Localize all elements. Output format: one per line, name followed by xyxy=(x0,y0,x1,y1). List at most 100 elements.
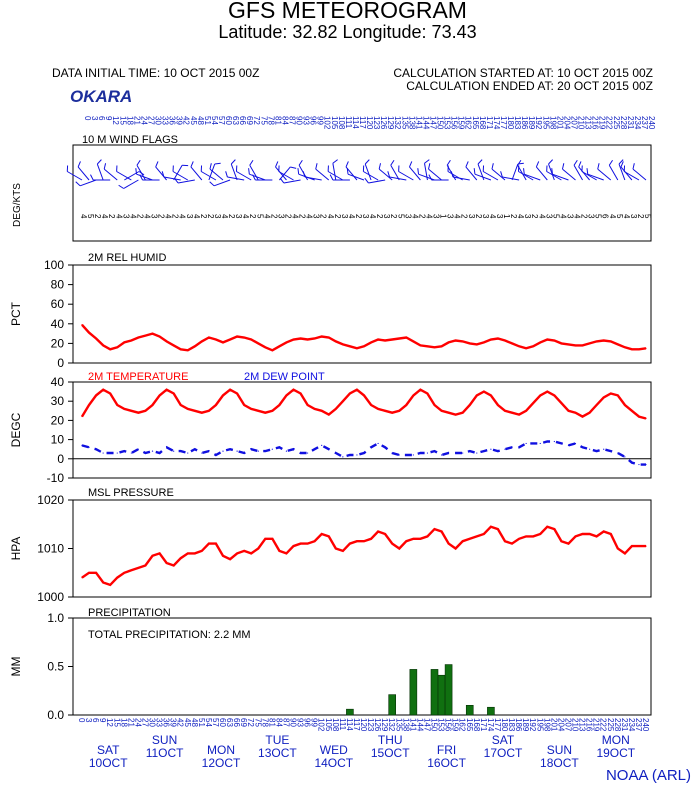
data-point-temp xyxy=(236,392,238,395)
wind-barb xyxy=(581,171,597,181)
top-hour-label: 132 xyxy=(393,116,402,130)
top-hour-label: 63 xyxy=(231,116,240,125)
date-label: 10OCT xyxy=(89,756,128,770)
wind-speed-label: 4 xyxy=(347,214,356,219)
data-point-temp xyxy=(363,452,365,454)
data-point-pres xyxy=(370,538,372,540)
data-point-temp xyxy=(299,452,302,454)
data-point-pres xyxy=(229,558,231,560)
top-hour-label: 45 xyxy=(189,116,198,125)
wind-speed-label: 4 xyxy=(608,214,617,219)
wind-barb-flag xyxy=(561,163,565,170)
wind-speed-label: 2 xyxy=(636,214,645,219)
bottom-hour-label: 222 xyxy=(599,718,608,732)
bottom-hour-label: 18 xyxy=(119,718,128,727)
data-point-rh xyxy=(391,338,393,341)
wind-barb xyxy=(177,179,195,184)
wind-barb xyxy=(535,166,548,181)
wind-speed-label: 5 xyxy=(594,214,603,219)
data-point-temp xyxy=(299,392,302,395)
wind-speed-label: 2 xyxy=(248,214,257,219)
top-hour-label: 36 xyxy=(168,116,177,125)
data-point-temp xyxy=(419,452,421,454)
top-hour-label: 192 xyxy=(534,116,543,130)
wind-speed-label: 2 xyxy=(171,214,180,219)
ylabel-temp: DEGC xyxy=(9,412,23,447)
top-hour-label: 3 xyxy=(90,116,99,121)
wind-speed-label: 4 xyxy=(558,214,567,219)
wind-barb xyxy=(398,171,414,181)
top-hour-label: 171 xyxy=(485,116,494,130)
bottom-hour-label: 39 xyxy=(169,718,178,727)
data-point-temp xyxy=(574,442,577,445)
station-name: OKARA xyxy=(70,87,133,106)
data-point-rh xyxy=(194,345,196,347)
bottom-hour-label: 15 xyxy=(112,718,121,727)
data-point-pres xyxy=(292,545,295,547)
day-of-week-label: MON xyxy=(602,733,630,747)
data-point-rh xyxy=(476,343,478,345)
bottom-hour-label: 183 xyxy=(507,718,516,732)
top-hour-label: 195 xyxy=(541,116,550,130)
wind-speed-label: 3 xyxy=(403,214,412,219)
top-hour-label: 108 xyxy=(337,116,346,130)
wind-barb xyxy=(465,166,478,181)
data-point-temp xyxy=(271,448,273,450)
wind-speed-label: 2 xyxy=(509,214,518,219)
y-tick-label-rh: 40 xyxy=(51,317,65,331)
precip-bar xyxy=(487,706,495,716)
top-hour-label: 12 xyxy=(111,116,120,125)
precip-bar xyxy=(346,708,354,716)
data-point-temp xyxy=(292,448,295,450)
bottom-hour-label: 111 xyxy=(338,718,347,731)
wind-barb-flag xyxy=(450,171,454,178)
data-point-rh xyxy=(525,347,527,349)
wind-speed-label: 4 xyxy=(488,214,497,219)
top-hour-label: 51 xyxy=(203,116,212,125)
date-label: 18OCT xyxy=(540,756,579,770)
data-point-pres xyxy=(116,577,118,579)
data-point-rh xyxy=(215,338,217,341)
bottom-hour-label: 60 xyxy=(218,718,227,727)
data-point-rh xyxy=(581,344,584,346)
bottom-hour-label: 156 xyxy=(444,718,453,732)
bottom-hour-label: 126 xyxy=(373,718,382,732)
data-point-temp xyxy=(264,412,266,414)
wind-speed-label: 4 xyxy=(79,214,88,219)
bottom-hour-label: 198 xyxy=(542,718,551,732)
wind-speed-label: 4 xyxy=(326,214,335,219)
data-point-pres xyxy=(166,562,168,564)
data-point-rh xyxy=(567,343,570,345)
top-hour-label: 102 xyxy=(323,116,332,130)
bottom-hour-label: 63 xyxy=(225,718,234,727)
data-point-pres xyxy=(264,538,266,540)
data-point-temp xyxy=(307,404,309,406)
data-point-pres xyxy=(560,540,563,542)
date-label: 11OCT xyxy=(146,746,184,760)
data-point-temp xyxy=(257,410,259,412)
data-point-rh xyxy=(518,345,520,347)
data-point-temp xyxy=(116,452,118,454)
data-point-temp xyxy=(448,412,450,414)
data-point-pres xyxy=(201,550,203,552)
data-point-pres xyxy=(109,584,111,586)
top-hour-label: 240 xyxy=(647,116,656,130)
data-point-pres xyxy=(158,552,161,554)
data-point-rh xyxy=(532,345,534,347)
wind-barb xyxy=(304,176,322,181)
wind-speed-label: 2 xyxy=(135,214,144,219)
data-point-temp xyxy=(426,452,429,454)
data-point-rh xyxy=(95,337,97,340)
wind-barb-flag xyxy=(329,174,334,181)
wind-speed-label: 2 xyxy=(199,214,208,219)
wind-barb-flag xyxy=(428,163,431,170)
top-hour-label: 150 xyxy=(436,116,445,130)
data-point-pres xyxy=(490,526,492,528)
wind-speed-label: 3 xyxy=(361,214,370,219)
date-label: 17OCT xyxy=(484,746,523,760)
wind-barb-flag xyxy=(364,159,370,165)
data-point-temp xyxy=(187,452,189,454)
date-label: 15OCT xyxy=(371,746,410,760)
data-point-pres xyxy=(173,564,175,567)
data-point-temp xyxy=(222,394,224,397)
